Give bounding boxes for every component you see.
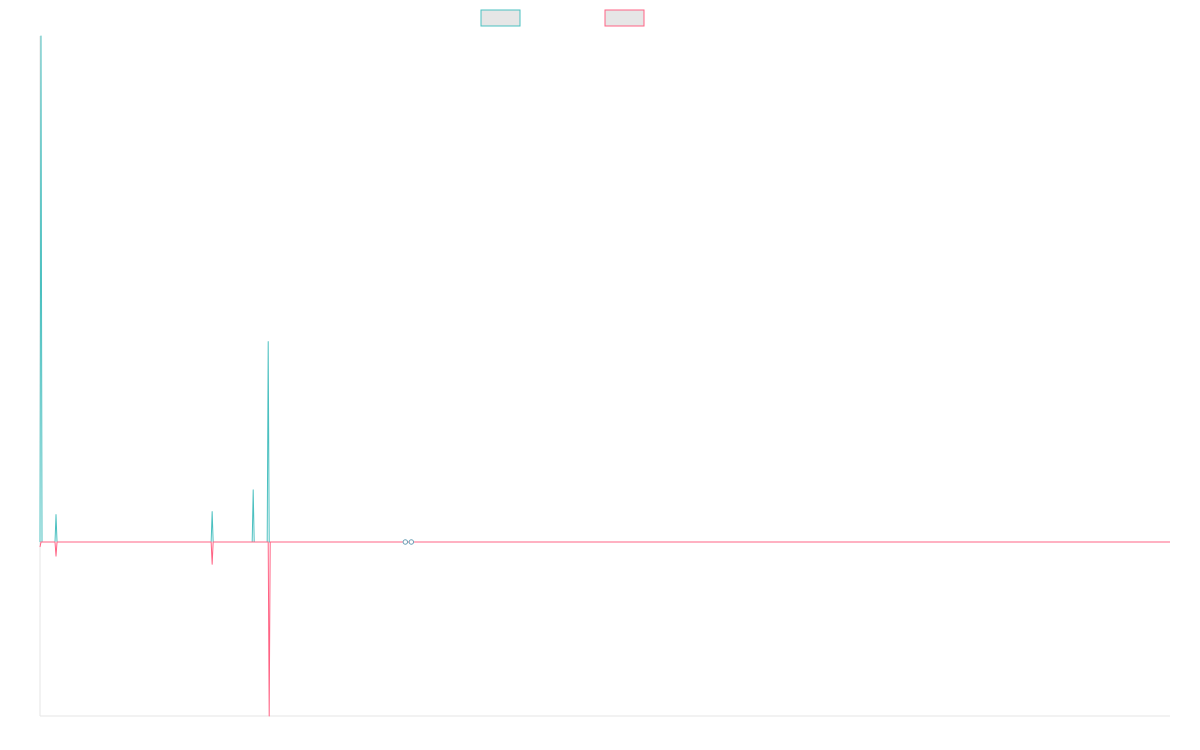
- series-line-1: [39, 35, 1170, 543]
- series-line-2: [39, 541, 1170, 717]
- legend-swatch-2: [604, 9, 645, 27]
- legend-swatch-1: [480, 9, 521, 27]
- point-marker-1: [402, 539, 409, 545]
- point-marker-2: [408, 539, 415, 545]
